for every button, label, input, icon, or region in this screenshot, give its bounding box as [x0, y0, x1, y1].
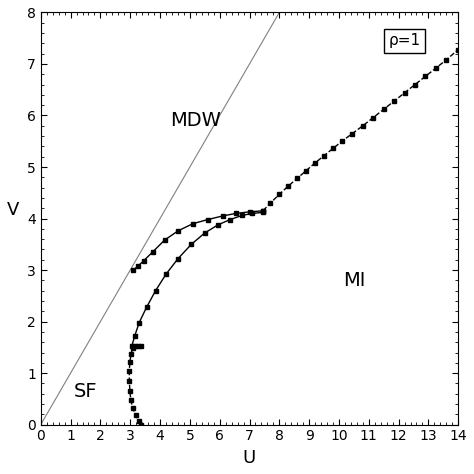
Text: ρ=1: ρ=1	[389, 33, 420, 48]
X-axis label: U: U	[243, 449, 256, 467]
Y-axis label: V: V	[7, 201, 19, 219]
Text: MDW: MDW	[170, 111, 221, 130]
Text: MI: MI	[343, 271, 365, 290]
Text: SF: SF	[73, 382, 97, 401]
